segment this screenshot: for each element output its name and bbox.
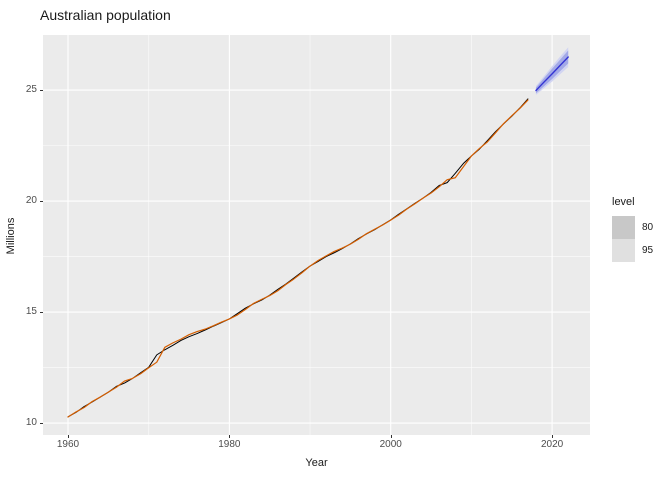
y-tick-mark (40, 312, 43, 314)
y-tick-label: 20 (25, 195, 37, 207)
y-tick-label: 25 (25, 84, 37, 96)
y-tick-label: 15 (25, 306, 37, 318)
y-tick-mark (40, 423, 43, 424)
legend-title: level (612, 196, 635, 208)
x-tick-label: 2000 (379, 439, 402, 450)
chart-title: Australian population (40, 7, 171, 23)
x-tick-label: 2020 (540, 439, 564, 450)
x-tick-mark (68, 435, 69, 438)
plot-svg (43, 35, 590, 435)
legend-item: 80 (612, 216, 653, 239)
y-tick-mark (40, 90, 43, 92)
x-tick-label: 1980 (218, 439, 241, 450)
legend-item-label: 95 (642, 245, 654, 256)
legend: level 80 95 (612, 196, 653, 262)
fitted-line (67, 99, 529, 418)
x-tick-mark (552, 435, 554, 438)
x-tick-mark (229, 435, 231, 438)
y-tick-label: 10 (25, 417, 37, 428)
legend-item: 95 (612, 239, 653, 262)
forecast-line (535, 56, 569, 92)
x-tick-mark (390, 435, 392, 438)
actual-line (67, 98, 529, 418)
y-axis-title: Millions (5, 217, 17, 255)
y-tick-mark (40, 201, 43, 203)
legend-swatch (612, 216, 635, 239)
legend-swatch (612, 239, 635, 262)
plot-panel (43, 35, 590, 435)
x-axis-title: Year (305, 457, 328, 469)
legend-item-label: 80 (642, 222, 654, 233)
legend-items: 80 95 (612, 216, 653, 262)
x-tick-label: 1960 (56, 439, 80, 450)
